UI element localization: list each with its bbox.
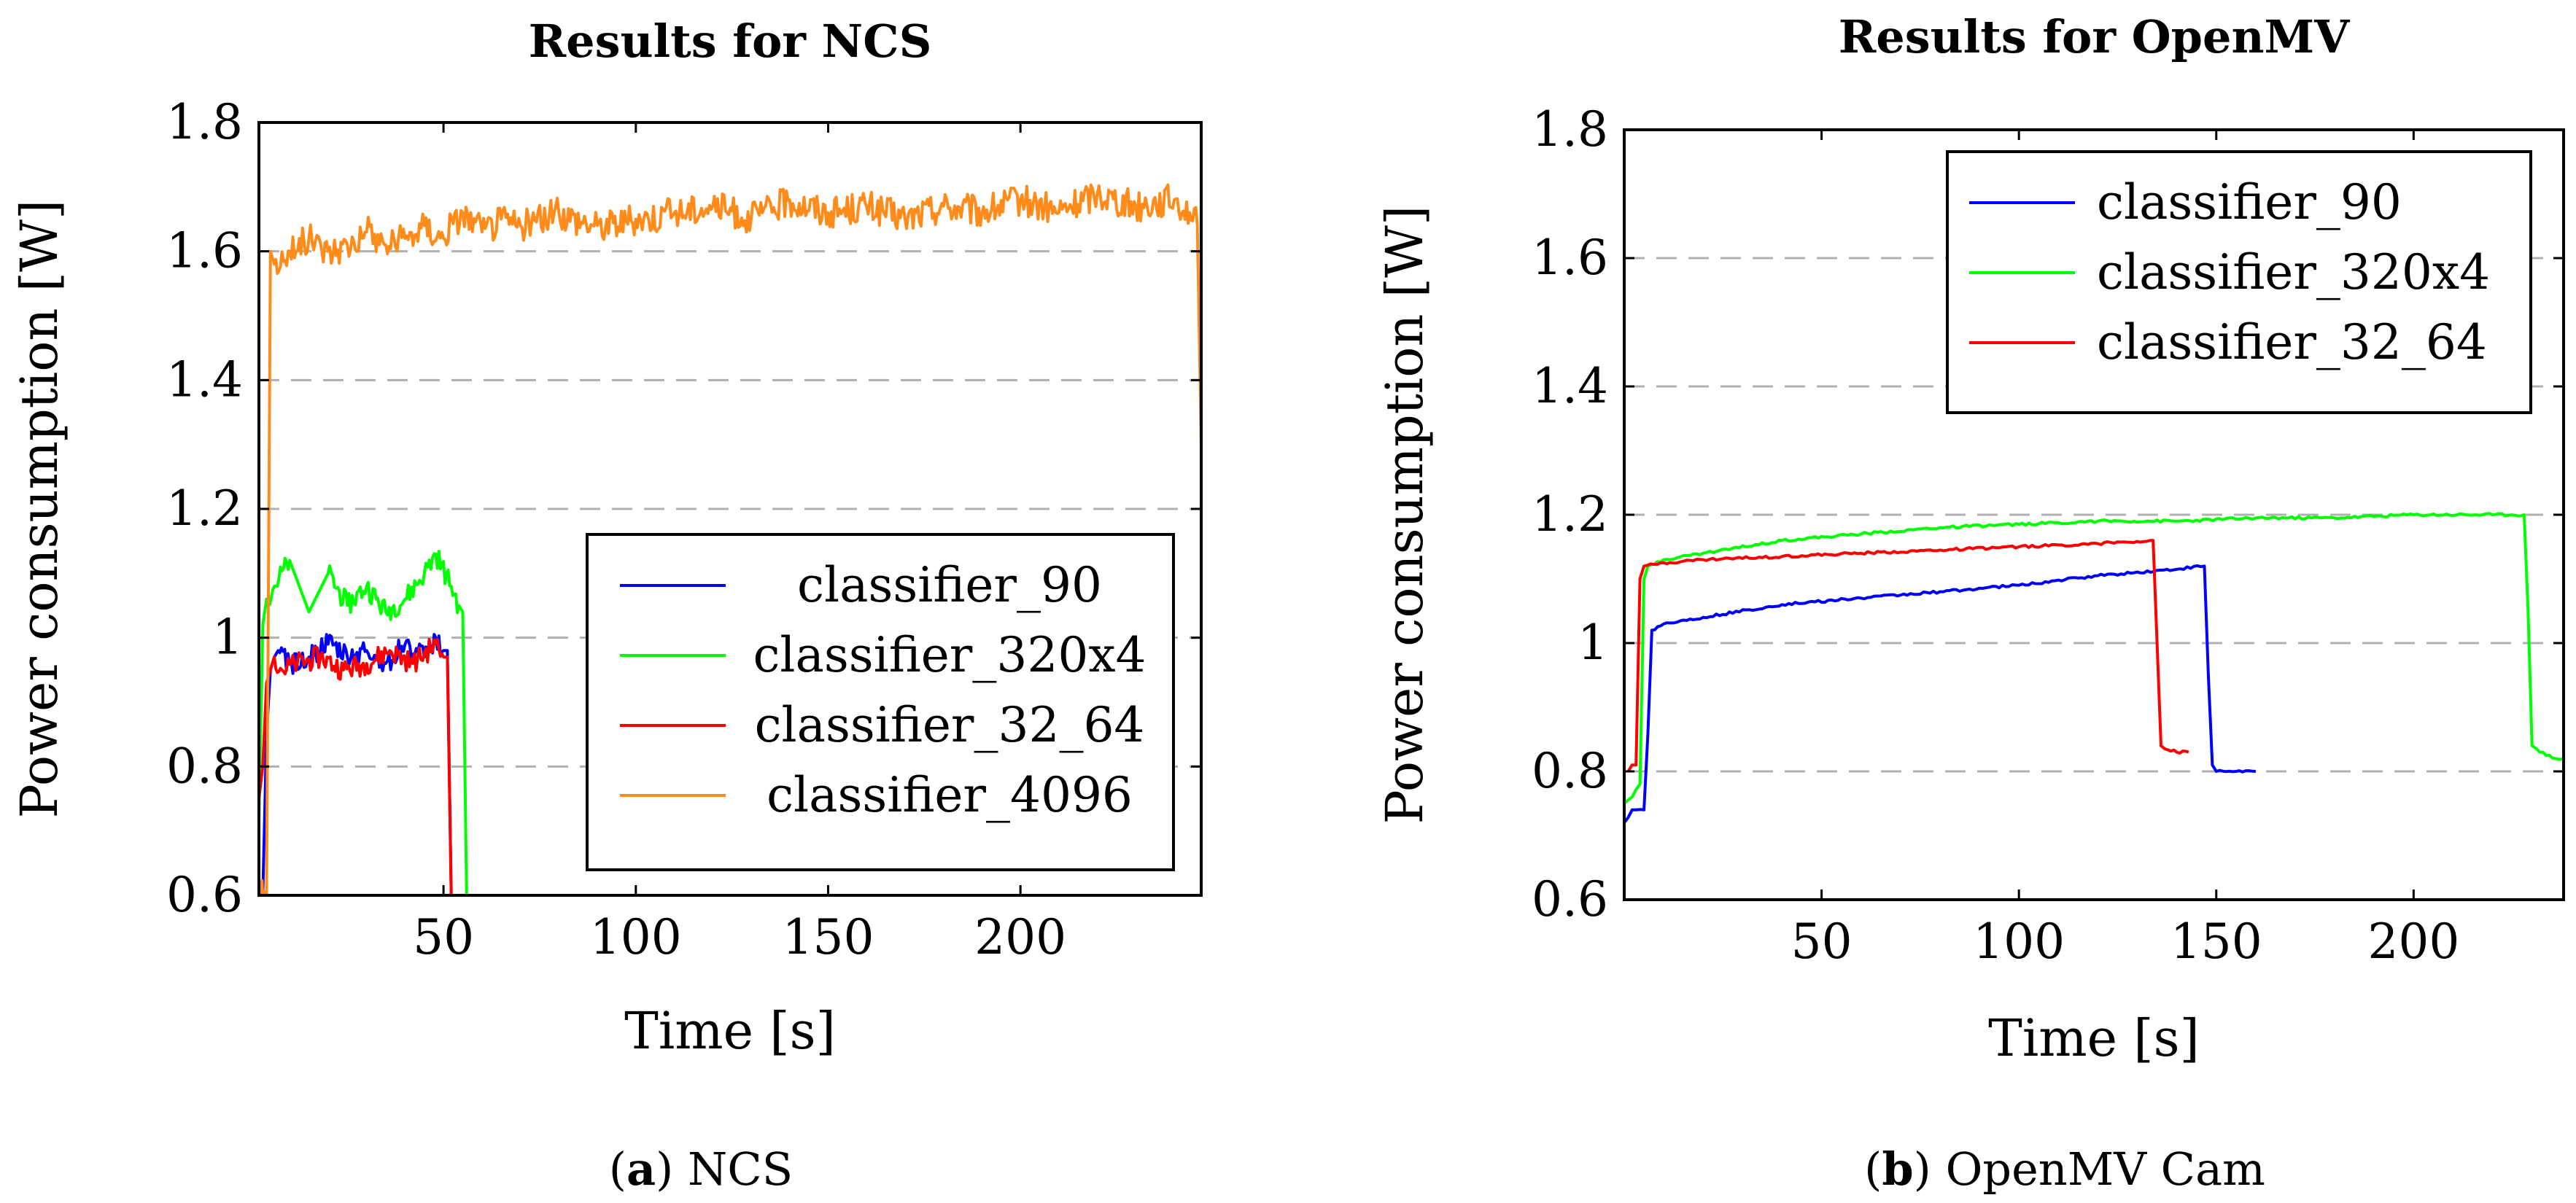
- y-tick-label: 1.2: [1532, 486, 1608, 542]
- legend-label: classifier_90: [797, 557, 1102, 613]
- series-line-classifier-32-64: [259, 637, 453, 895]
- series-line-classifier-90: [261, 633, 453, 895]
- y-tick-label: 1.4: [166, 351, 243, 408]
- legend-label: classifier_320x4: [2097, 244, 2490, 300]
- legend: classifier_90 classifier_320x4 classifier_…: [586, 533, 1175, 871]
- legend-label: classifier_32_64: [2097, 314, 2487, 370]
- y-tick-label: 1: [212, 610, 243, 666]
- y-tick-label: 1: [1578, 615, 1608, 671]
- legend-label: classifier_90: [2097, 174, 2402, 230]
- y-tick-label: 0.8: [1532, 743, 1608, 799]
- y-tick-label: 0.8: [166, 738, 243, 794]
- y-tick-label: 1.4: [1532, 358, 1608, 414]
- legend-label: classifier_4096: [767, 767, 1133, 823]
- y-axis-label: Power consumption [W]: [1375, 206, 1435, 825]
- y-tick-label: 1.8: [166, 94, 243, 150]
- legend: classifier_90 classifier_320x4 classifier_…: [1946, 150, 2532, 414]
- series-group: [259, 183, 1201, 895]
- y-tick-label: 1.6: [1532, 230, 1608, 286]
- x-axis-label: Time [s]: [624, 1001, 836, 1061]
- subfigure-caption: (a) NCS: [609, 1142, 793, 1196]
- x-tick-label: 200: [2367, 914, 2459, 970]
- y-tick-label: 0.6: [1532, 871, 1608, 927]
- x-tick-label: 100: [1973, 914, 2065, 970]
- x-tick-label: 150: [782, 909, 874, 965]
- y-tick-label: 1.2: [166, 480, 243, 537]
- chart-openmv: Results for OpenMV 0.6 0.8 1 1.2 1.4 1.6 1.8 50 1…: [1375, 10, 2565, 1196]
- x-tick-label: 50: [413, 909, 474, 965]
- x-tick-label: 200: [974, 909, 1066, 965]
- legend-box: [586, 533, 1175, 871]
- chart-ncs: Results for NCS 0.6 0.8 1 1.2 1.4 1.6 1.8 50 100 1…: [9, 15, 1203, 1196]
- x-axis-label: Time [s]: [1988, 1008, 2200, 1068]
- x-tick-label: 100: [590, 909, 682, 965]
- series-line-classifier-320x4: [1624, 512, 2564, 805]
- legend-box: [1946, 150, 2532, 414]
- y-tick-label: 0.6: [166, 867, 243, 923]
- x-tick-label: 150: [2170, 914, 2262, 970]
- chart-title: Results for OpenMV: [1839, 10, 2350, 63]
- subfigure-caption: (b) OpenMV Cam: [1864, 1142, 2265, 1196]
- legend-label: classifier_320x4: [753, 627, 1146, 683]
- y-tick-label: 1.8: [1532, 101, 1608, 157]
- series-line-classifier-90: [1624, 564, 2256, 824]
- y-axis-label: Power consumption [W]: [9, 200, 69, 819]
- series-line-classifier-320x4: [259, 550, 468, 895]
- series-line-classifier-4096: [259, 183, 1201, 895]
- chart-title: Results for NCS: [529, 15, 932, 68]
- legend-label: classifier_32_64: [755, 697, 1145, 753]
- y-tick-label: 1.6: [166, 223, 243, 279]
- x-tick-label: 50: [1791, 914, 1853, 970]
- series-line-classifier-32-64: [1626, 539, 2189, 773]
- series-group: [1624, 512, 2564, 824]
